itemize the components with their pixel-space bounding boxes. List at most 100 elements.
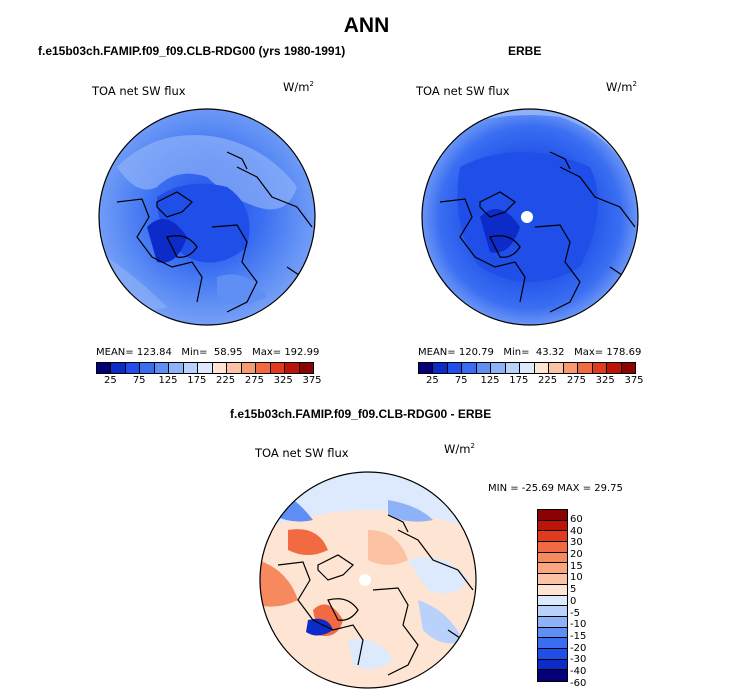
colorbar-swatch [419, 363, 434, 373]
panel2-max-value: 178.69 [606, 347, 642, 358]
panel3-variable-label: TOA net SW flux [255, 446, 349, 460]
colorbar-swatch [538, 606, 567, 617]
colorbar-swatch [270, 363, 286, 373]
panel1-mean-value: 123.84 [136, 347, 172, 358]
colorbar-swatch [538, 670, 567, 681]
colorbar-tick-label: 25 [426, 375, 439, 386]
colorbar-swatch [563, 363, 579, 373]
colorbar-tick-label: 30 [570, 537, 583, 549]
colorbar-swatch [538, 638, 567, 649]
colorbar-swatch [538, 584, 567, 596]
panel1-stats: MEAN= 123.84 Min= 58.95 Max= 192.99 [96, 347, 320, 358]
panel3-minmax: MIN = -25.69 MAX = 29.75 [488, 483, 623, 494]
colorbar-swatch [140, 363, 155, 373]
colorbar-tick-label: 5 [570, 584, 577, 596]
colorbar-tick-label: -10 [570, 619, 587, 631]
colorbar-swatch [538, 563, 567, 575]
colorbar-swatch [299, 363, 314, 373]
colorbar-tick-label: 225 [216, 375, 236, 386]
colorbar-swatch [549, 363, 564, 373]
colorbar-swatch [621, 363, 636, 373]
panel3-case-title: f.e15b03ch.FAMIP.f09_f09.CLB-RDG00 - ERB… [230, 407, 492, 421]
colorbar-tick-label: 175 [509, 375, 529, 386]
colorbar-tick-label: 25 [104, 375, 117, 386]
colorbar-tick-label: 375 [624, 375, 644, 386]
colorbar-swatch [592, 363, 608, 373]
colorbar-swatch [538, 616, 567, 628]
colorbar-swatch [183, 363, 199, 373]
panel2-variable-label: TOA net SW flux [416, 84, 510, 98]
colorbar-tick-label: 275 [566, 375, 586, 386]
colorbar-tick-label: 20 [570, 549, 583, 561]
colorbar-swatch [433, 363, 448, 373]
colorbar-tick-label: 0 [570, 595, 577, 607]
colorbar-swatch [505, 363, 521, 373]
colorbar-tick-label: 325 [595, 375, 615, 386]
colorbar-swatch [476, 363, 492, 373]
colorbar-swatch [520, 363, 535, 373]
colorbar-tick-label: -60 [570, 677, 587, 689]
panel3-polar-map [259, 471, 477, 689]
panel2-polar-map [421, 108, 639, 326]
panel1-colorbar [96, 362, 314, 374]
colorbar-swatch [538, 552, 567, 564]
colorbar-tick-label: 325 [273, 375, 293, 386]
colorbar-tick-label: 15 [570, 560, 583, 572]
panel2-case-title: ERBE [508, 44, 542, 58]
colorbar-tick-label: -40 [570, 665, 587, 677]
colorbar-tick-label: 275 [244, 375, 264, 386]
colorbar-swatch [538, 595, 567, 607]
colorbar-swatch [97, 363, 112, 373]
colorbar-tick-label: 40 [570, 525, 583, 537]
panel1-min-value: 58.95 [213, 347, 243, 358]
colorbar-swatch [462, 363, 477, 373]
colorbar-swatch [227, 363, 242, 373]
colorbar-swatch [111, 363, 126, 373]
panel2-colorbar [418, 362, 636, 374]
colorbar-tick-label: 175 [187, 375, 207, 386]
panel3-colorbar-ticks: 60 40 30 20 15 10 5 0 -5 -10 -15 -20 -30 -40 -60 [570, 514, 586, 689]
colorbar-swatch [538, 627, 567, 639]
colorbar-swatch [491, 363, 506, 373]
colorbar-swatch [447, 363, 463, 373]
colorbar-tick-label: -30 [570, 654, 587, 666]
colorbar-tick-label: -20 [570, 642, 587, 654]
colorbar-tick-label: 375 [302, 375, 322, 386]
colorbar-swatch [256, 363, 271, 373]
colorbar-tick-label: -5 [570, 607, 580, 619]
colorbar-swatch [169, 363, 184, 373]
colorbar-swatch [154, 363, 170, 373]
panel2-units-label: W/m2 [606, 80, 637, 94]
colorbar-swatch [538, 542, 567, 553]
colorbar-swatch [538, 648, 567, 660]
colorbar-swatch [212, 363, 228, 373]
colorbar-tick-label: 125 [158, 375, 178, 386]
colorbar-tick-label: -15 [570, 630, 587, 642]
colorbar-swatch [538, 531, 567, 543]
colorbar-swatch [285, 363, 300, 373]
colorbar-swatch [538, 574, 567, 585]
colorbar-swatch [578, 363, 593, 373]
panel1-variable-label: TOA net SW flux [92, 84, 186, 98]
colorbar-swatch [607, 363, 622, 373]
panel1-units-label: W/m2 [283, 80, 314, 94]
colorbar-tick-label: 125 [480, 375, 500, 386]
colorbar-tick-label: 225 [538, 375, 558, 386]
page-title: ANN [343, 14, 390, 37]
colorbar-swatch [241, 363, 257, 373]
colorbar-swatch [125, 363, 141, 373]
panel2-mean-value: 120.79 [458, 347, 494, 358]
colorbar-swatch [538, 510, 567, 521]
colorbar-swatch [538, 520, 567, 532]
panel3-units-label: W/m2 [444, 442, 475, 456]
colorbar-tick-label: 75 [454, 375, 468, 386]
colorbar-tick-label: 75 [132, 375, 146, 386]
colorbar-tick-label: 10 [570, 572, 583, 584]
panel2-min-value: 43.32 [535, 347, 565, 358]
colorbar-swatch [198, 363, 213, 373]
colorbar-swatch [534, 363, 550, 373]
panel2-stats: MEAN= 120.79 Min= 43.32 Max= 178.69 [418, 347, 642, 358]
panel3-colorbar [537, 509, 568, 682]
panel1-max-value: 192.99 [284, 347, 320, 358]
panel1-case-title: f.e15b03ch.FAMIP.f09_f09.CLB-RDG00 (yrs … [38, 44, 346, 58]
